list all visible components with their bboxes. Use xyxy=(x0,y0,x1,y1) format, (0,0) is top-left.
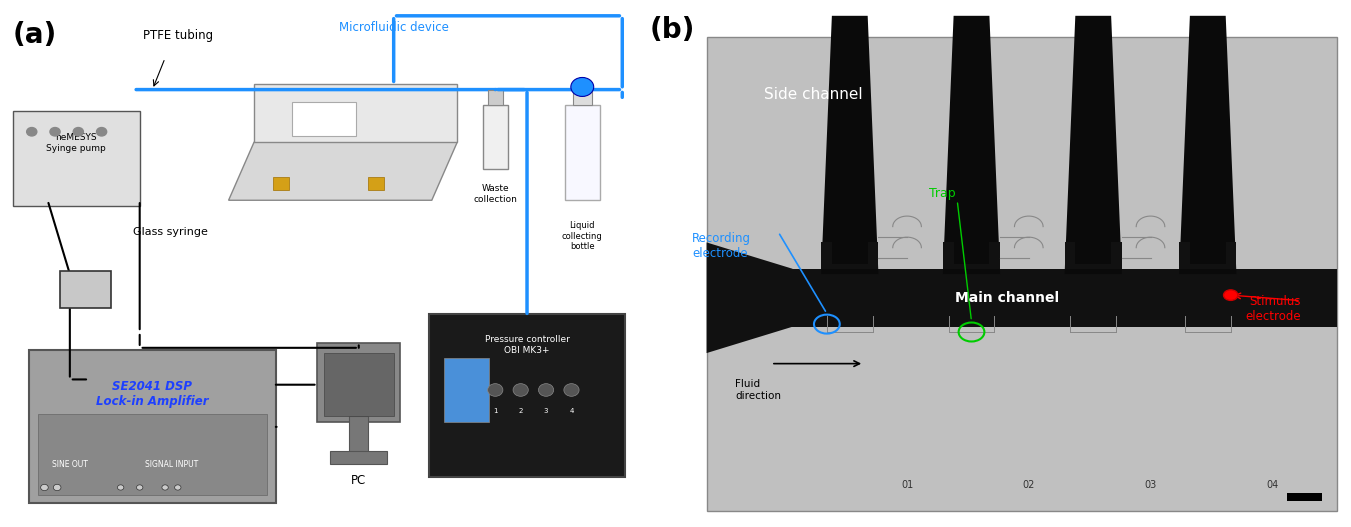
Circle shape xyxy=(513,384,528,396)
Polygon shape xyxy=(821,242,878,269)
Text: PTFE tubing: PTFE tubing xyxy=(143,29,213,42)
Text: Microfluidic device: Microfluidic device xyxy=(339,21,449,34)
Circle shape xyxy=(41,484,49,491)
Circle shape xyxy=(27,128,36,136)
FancyBboxPatch shape xyxy=(12,111,139,206)
Circle shape xyxy=(50,128,59,136)
Circle shape xyxy=(118,485,124,490)
Text: 4: 4 xyxy=(569,408,574,414)
Polygon shape xyxy=(1065,242,1121,269)
Text: Side channel: Side channel xyxy=(763,87,862,102)
Bar xyxy=(573,87,592,105)
Text: (a): (a) xyxy=(12,21,57,49)
Polygon shape xyxy=(1179,242,1236,269)
Text: Main channel: Main channel xyxy=(955,291,1059,305)
Bar xyxy=(330,451,388,464)
Text: Pressure controller
OBI MK3+: Pressure controller OBI MK3+ xyxy=(485,335,570,355)
Bar xyxy=(349,416,369,453)
Text: 1: 1 xyxy=(493,408,497,414)
Bar xyxy=(565,105,600,200)
Polygon shape xyxy=(821,16,878,274)
Text: SIGNAL INPUT: SIGNAL INPUT xyxy=(145,460,199,469)
Bar xyxy=(488,90,503,105)
Polygon shape xyxy=(707,242,793,353)
Bar xyxy=(292,102,355,136)
Bar xyxy=(317,343,400,422)
FancyBboxPatch shape xyxy=(28,350,276,503)
Circle shape xyxy=(539,384,554,396)
Text: 02: 02 xyxy=(1023,480,1035,490)
Text: neMESYS
Syinge pump: neMESYS Syinge pump xyxy=(46,133,107,153)
Text: 3: 3 xyxy=(544,408,549,414)
Circle shape xyxy=(162,485,169,490)
Circle shape xyxy=(1224,290,1238,300)
Text: SINE OUT: SINE OUT xyxy=(51,460,88,469)
Circle shape xyxy=(73,128,84,136)
Polygon shape xyxy=(228,142,457,200)
Text: SE2041 DSP
Lock-in Amplifier: SE2041 DSP Lock-in Amplifier xyxy=(96,380,208,408)
Text: Trap: Trap xyxy=(928,187,955,200)
Text: Glass syringe: Glass syringe xyxy=(134,227,208,237)
Bar xyxy=(482,105,508,169)
Bar xyxy=(324,353,393,416)
Text: 03: 03 xyxy=(1144,480,1156,490)
Text: 01: 01 xyxy=(901,480,913,490)
Bar xyxy=(707,37,1336,511)
Circle shape xyxy=(136,485,143,490)
Text: Waste
collection: Waste collection xyxy=(473,184,517,204)
Text: PC: PC xyxy=(351,474,366,487)
Bar xyxy=(273,177,289,190)
Circle shape xyxy=(174,485,181,490)
Circle shape xyxy=(53,484,61,491)
FancyBboxPatch shape xyxy=(428,314,626,477)
Text: Liquid
collecting
bottle: Liquid collecting bottle xyxy=(562,221,603,251)
Text: 04: 04 xyxy=(1266,480,1278,490)
Bar xyxy=(38,414,266,495)
Bar xyxy=(444,358,489,422)
Bar xyxy=(1286,493,1323,501)
Circle shape xyxy=(96,128,107,136)
Polygon shape xyxy=(943,242,1000,269)
Text: Fluid
direction: Fluid direction xyxy=(735,379,781,401)
Polygon shape xyxy=(943,16,1000,274)
Text: Recording
electrode: Recording electrode xyxy=(692,232,751,260)
Circle shape xyxy=(488,384,503,396)
Polygon shape xyxy=(1065,16,1121,274)
Text: 2: 2 xyxy=(519,408,523,414)
Bar xyxy=(369,177,384,190)
Polygon shape xyxy=(254,84,457,142)
Text: (b): (b) xyxy=(650,16,694,44)
Circle shape xyxy=(563,384,580,396)
FancyBboxPatch shape xyxy=(61,271,111,308)
Text: Stimulus
electrode: Stimulus electrode xyxy=(1246,295,1301,324)
Circle shape xyxy=(571,77,593,96)
Bar xyxy=(707,269,1336,327)
Polygon shape xyxy=(1179,16,1236,274)
Text: CA: CA xyxy=(77,285,95,295)
